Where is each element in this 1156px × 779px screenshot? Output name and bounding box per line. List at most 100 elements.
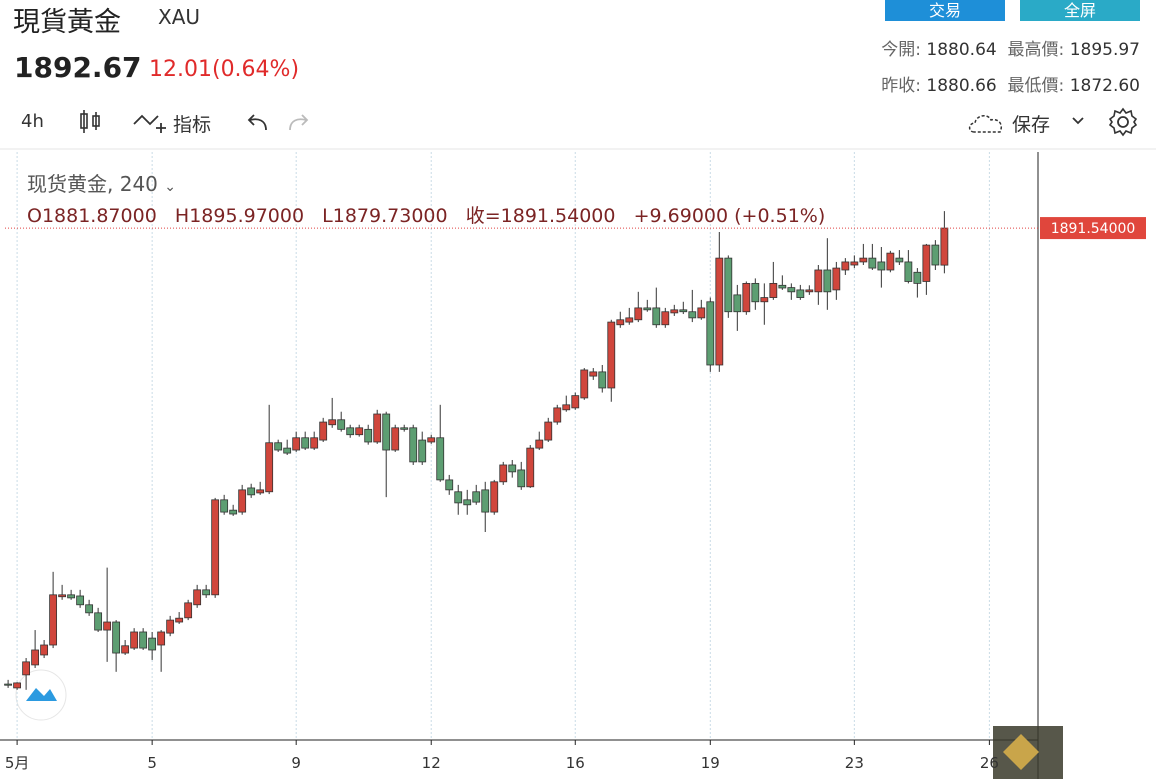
candle-body [292,437,301,451]
candle-body [22,661,31,676]
quote-row: 今開: 1880.64 最高價: 1895.97 [881,35,1140,60]
symbol: XAU [158,5,201,29]
candle-body [841,261,850,271]
candle-body [751,282,760,303]
undo-redo[interactable] [244,110,314,136]
candle-body [625,317,634,323]
candle-body [688,311,697,319]
candle-body [373,413,382,443]
candle-body [886,252,895,271]
candle-body [643,307,652,311]
candle-body [112,621,121,654]
candle-body [256,489,265,494]
candle-body [715,257,724,366]
candle-body [436,437,445,481]
ohlc-legend: O1881.87000 H1895.97000 L1879.73000 收=18… [27,201,825,228]
candle-body [130,631,139,649]
candle-body [283,447,292,454]
label: 最高價: [1007,40,1065,60]
candle-body [724,257,733,313]
candle-body [607,321,616,389]
candle-body [175,617,184,623]
x-tick-label: 16 [566,754,585,772]
interval-button[interactable]: 4h [21,111,44,132]
candle-body [877,261,886,271]
candle-body [31,649,40,666]
legend-close: 收=1891.54000 [465,205,616,227]
candle-body [499,464,508,483]
candle-body [535,439,544,449]
candle-body [481,489,490,513]
candle-body [67,594,76,599]
candle-body [787,287,796,293]
candle-body [382,413,391,451]
candle-body [247,487,256,496]
save-button[interactable]: 保存 [1012,114,1051,136]
candle-body [184,602,193,619]
candle-body [328,419,337,426]
candle-body [796,289,805,298]
candle-body [103,621,112,631]
candle-body [76,595,85,606]
label: 今開: [881,40,922,60]
candle-body [913,271,922,284]
last-price-tag [1040,217,1146,240]
candle-body [85,604,94,614]
candle-body [895,257,904,263]
candle-body [94,612,103,631]
legend-low: L1879.73000 [322,205,448,227]
candle-body [526,447,535,488]
trade-button[interactable]: 交易 [885,0,1005,21]
candle-body [157,631,166,646]
candle-body [742,282,751,313]
candle-body [463,499,472,506]
candle-body [202,589,211,596]
candle-body [904,261,913,282]
candle-body [508,464,517,473]
legend-change: +9.69000 (+0.51%) [633,205,826,227]
price: 1892.67 [14,51,142,84]
legend-chevron[interactable]: ⌄ [164,179,176,195]
save-menu-chevron[interactable] [1070,114,1086,128]
candle-body [733,294,742,313]
candle-body [544,421,553,441]
candle-body [859,257,868,263]
candle-body [355,427,364,436]
candle-body [13,682,22,689]
candle-body [427,437,436,443]
indicator-icon[interactable] [132,110,168,136]
title: 現貨黃金 [13,7,121,38]
candle-body [670,309,679,314]
label: 昨收: [881,76,922,96]
x-tick-label: 9 [291,754,301,772]
x-tick-label: 26 [980,754,999,772]
candle-body [850,261,859,266]
candle-body [4,683,13,686]
settings-button[interactable] [1107,106,1139,138]
quote-row: 昨收: 1880.66 最低價: 1872.60 [881,71,1140,96]
candle-body [337,419,346,430]
candle-body [58,594,67,598]
candle-body [238,489,247,513]
label: 最低價: [1007,76,1065,96]
legend-open: O1881.87000 [27,205,157,227]
chart-type-button[interactable] [78,108,104,136]
indicators-button[interactable]: 指标 [173,114,212,136]
candle-body [679,309,688,313]
candle-body [589,371,598,377]
candle-body [940,227,949,266]
candle-body [769,282,778,298]
candle-body [319,421,328,441]
candle-body [598,371,607,389]
candle-body [166,619,175,634]
chart-logo [15,669,67,721]
candle-body [760,297,769,303]
candle-body [310,437,319,449]
candle-body [868,257,877,269]
value: 1895.97 [1069,40,1140,60]
candle-body [805,289,814,293]
cloud-icon[interactable] [968,110,1008,136]
fullscreen-button[interactable]: 全屏 [1020,0,1140,21]
